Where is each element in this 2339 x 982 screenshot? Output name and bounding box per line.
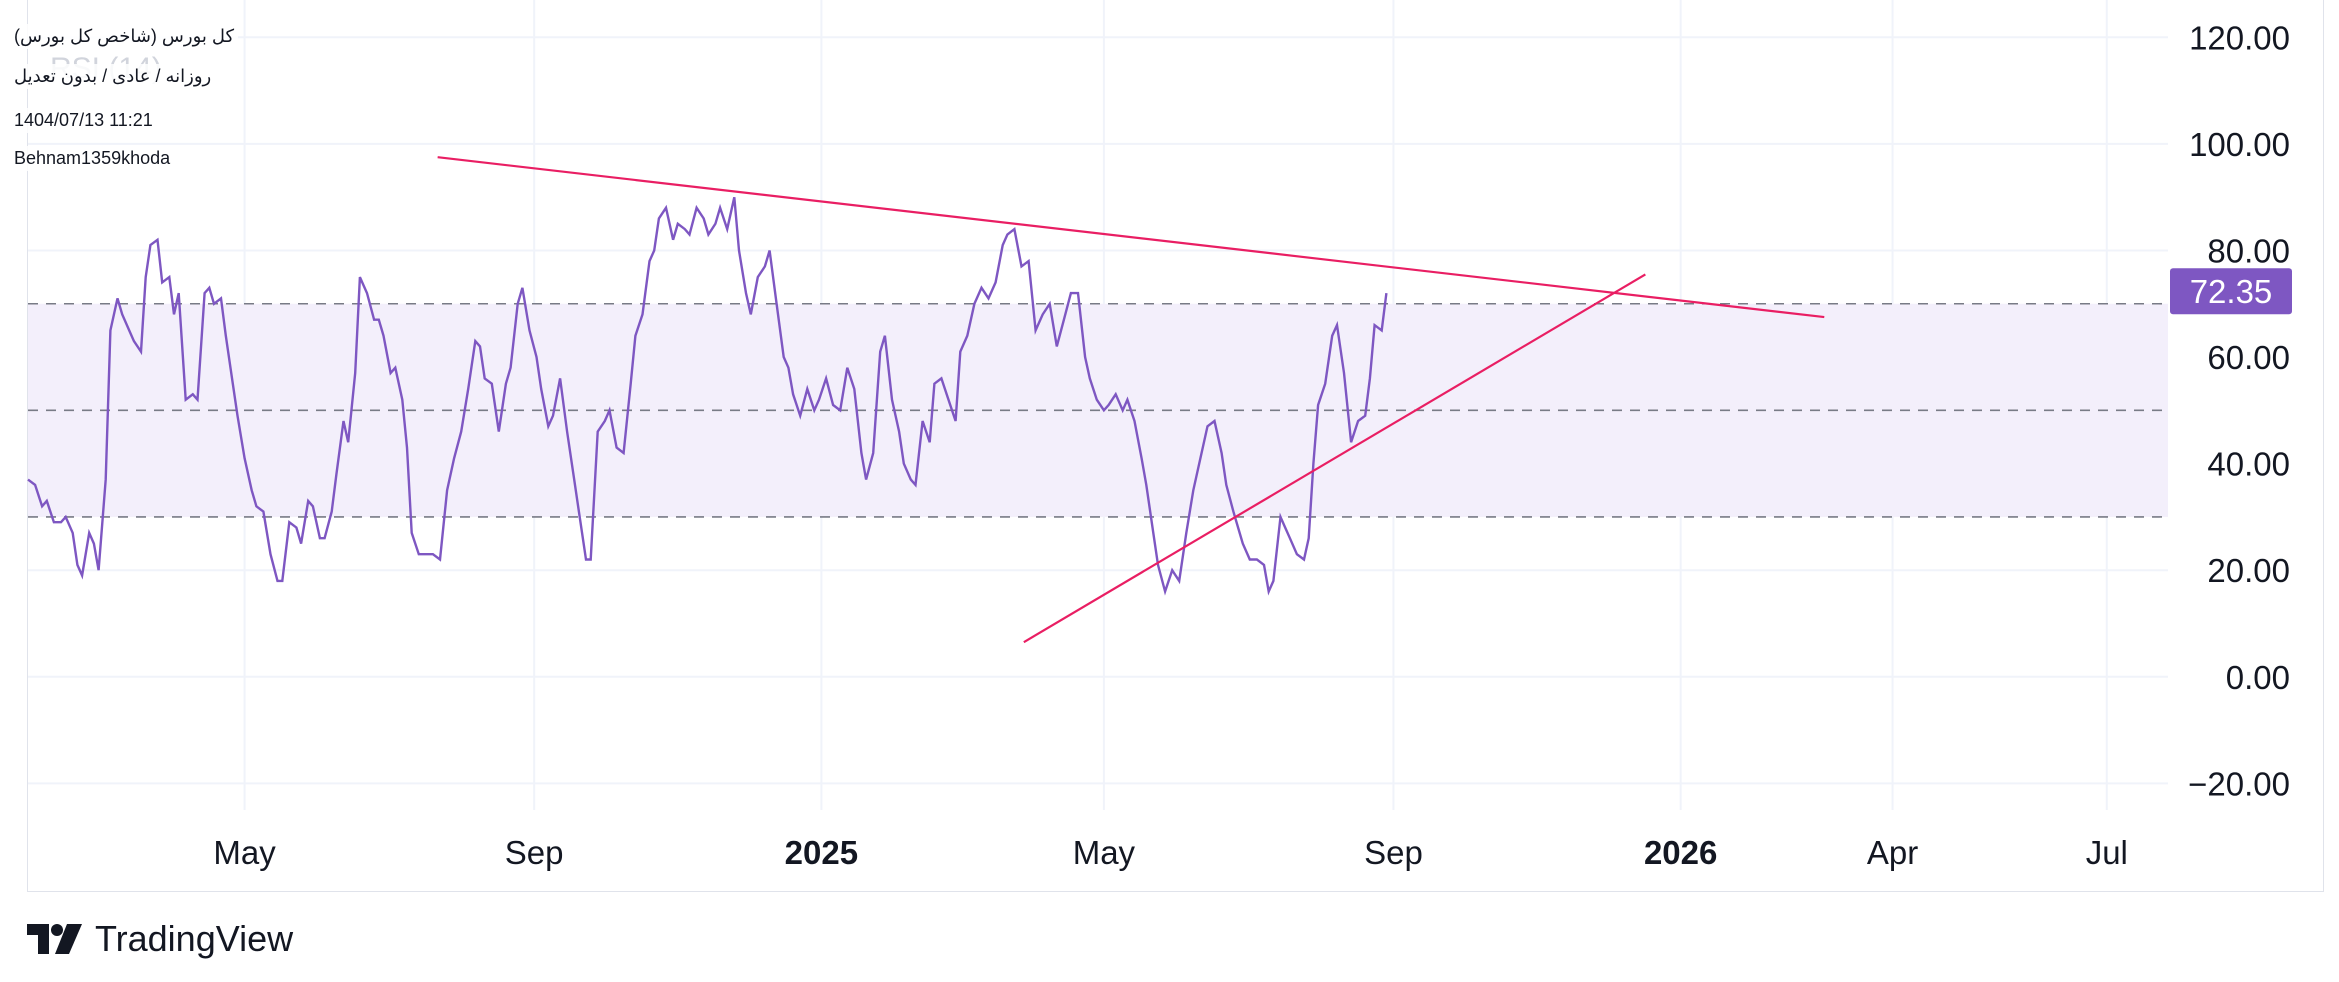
trendlines[interactable] [437, 156, 1825, 644]
tradingview-logo-icon [27, 924, 82, 954]
last-value-label: 72.35 [2190, 273, 2273, 310]
x-tick-label: Apr [1867, 834, 1918, 871]
last-value-badge: 72.35 [2170, 268, 2292, 315]
y-tick-label: 20.00 [2207, 552, 2290, 589]
x-tick-label: 2025 [785, 834, 858, 871]
trendline[interactable] [1023, 273, 1646, 644]
x-tick-label: Sep [505, 834, 564, 871]
y-tick-label: 120.00 [2189, 19, 2290, 56]
interval-label: روزانه / عادی / بدون تعدیل [10, 64, 216, 89]
timestamp: 1404/07/13 11:21 [10, 108, 157, 133]
x-tick-label: 2026 [1644, 834, 1717, 871]
trendline[interactable] [437, 156, 1825, 319]
tradingview-logo[interactable]: TradingView [27, 918, 293, 960]
y-tick-label: 0.00 [2226, 659, 2290, 696]
x-tick-label: May [213, 834, 276, 871]
x-tick-label: Sep [1364, 834, 1423, 871]
rsi-line [27, 196, 1388, 596]
x-axis: May Sep 2025 May Sep 2026 Apr Jul [213, 834, 2127, 871]
x-tick-label: Jul [2086, 834, 2128, 871]
chart-frame [27, 0, 2324, 892]
symbol-title: کل بورس (شاخص کل بورس) [10, 24, 239, 49]
y-tick-label: 100.00 [2189, 126, 2290, 163]
author-name: Behnam1359khoda [10, 146, 175, 171]
y-tick-label: 60.00 [2207, 339, 2290, 376]
tradingview-logo-text: TradingView [95, 918, 294, 959]
x-tick-label: May [1073, 834, 1136, 871]
y-tick-label: 40.00 [2207, 446, 2290, 483]
y-tick-label: 80.00 [2207, 232, 2290, 269]
y-tick-label: −20.00 [2188, 765, 2290, 802]
y-axis: 120.00 100.00 80.00 60.00 40.00 20.00 0.00 −20.… [2188, 19, 2290, 802]
band-lines [28, 302, 2168, 518]
